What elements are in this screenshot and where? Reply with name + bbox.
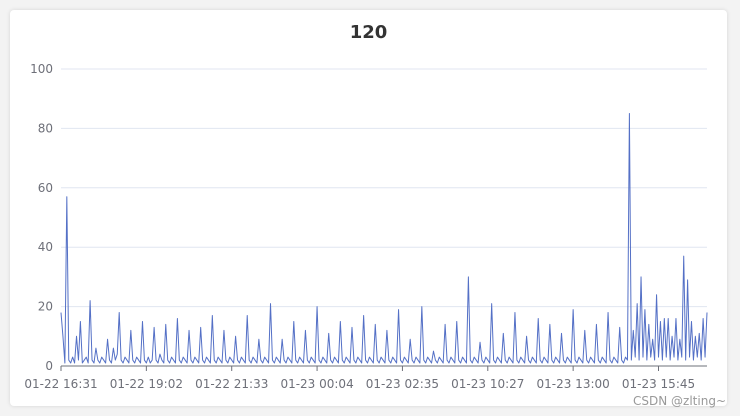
watermark-text: CSDN @zlting~ [633, 394, 726, 408]
x-tick-label: 01-23 02:35 [366, 377, 439, 391]
x-tick-label: 01-23 10:27 [451, 377, 524, 391]
line-chart: 0 20 40 60 80 100 01-22 16:31 01-22 19:02 01-22 … [24, 62, 708, 391]
x-tick-label: 01-22 21:33 [195, 377, 268, 391]
x-tick-label: 01-23 13:00 [537, 377, 610, 391]
x-tick-label: 01-22 19:02 [110, 377, 183, 391]
y-tick-label: 80 [38, 121, 53, 135]
x-tick-label: 01-22 16:31 [24, 377, 97, 391]
y-tick-label: 60 [38, 181, 53, 195]
chart-card: 120 0 20 40 60 80 100 01-22 16:31 01-22 19:02 01… [10, 10, 727, 406]
y-tick-label: 0 [45, 359, 53, 373]
y-tick-label: 100 [30, 62, 53, 76]
y-tick-label: 20 [38, 300, 53, 314]
x-tick-label: 01-23 15:45 [622, 377, 695, 391]
chart-title: 120 [349, 22, 388, 43]
series-line [60, 113, 708, 364]
x-tick-label: 01-23 00:04 [280, 377, 353, 391]
y-tick-label: 40 [38, 240, 53, 254]
